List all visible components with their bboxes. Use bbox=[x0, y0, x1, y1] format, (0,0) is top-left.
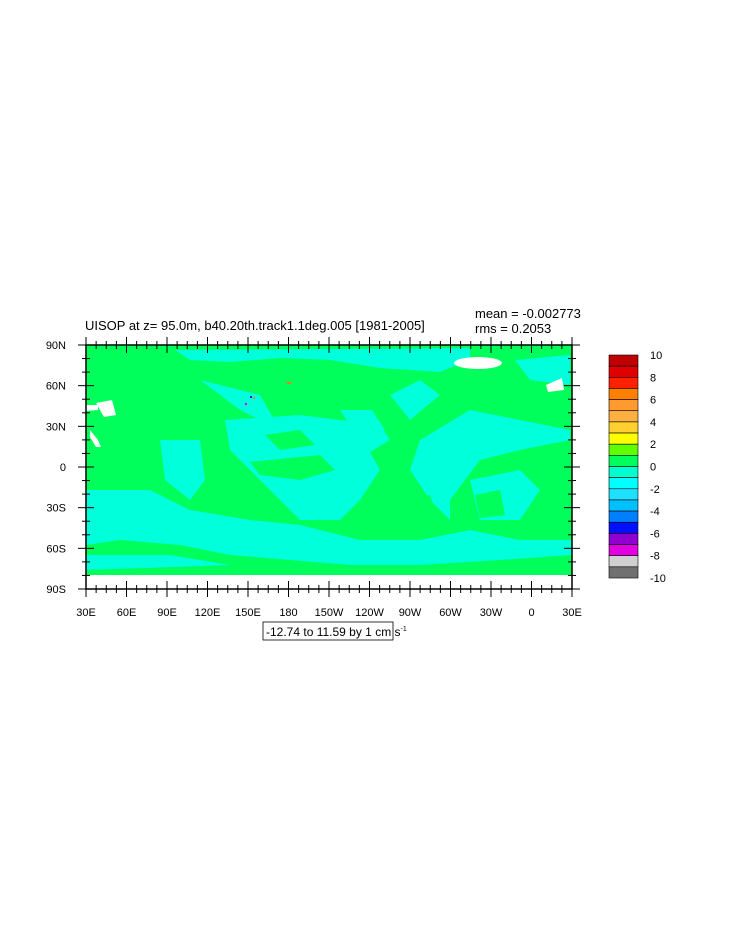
y-tick-label: 60S bbox=[46, 543, 66, 555]
colorbar-label: 4 bbox=[650, 417, 656, 429]
x-tick-label: 30W bbox=[480, 607, 503, 619]
positive-patches bbox=[250, 430, 505, 530]
colorbar-box bbox=[608, 376, 639, 389]
colorbar-label: -10 bbox=[650, 573, 666, 585]
colorbar-box bbox=[608, 555, 639, 568]
y-tick-label: 30S bbox=[46, 503, 66, 515]
colorbar-label: -2 bbox=[650, 484, 660, 496]
colorbar-box bbox=[608, 521, 639, 534]
mean-label: mean = -0.002773 bbox=[475, 306, 581, 321]
x-tick-label: 150W bbox=[315, 607, 344, 619]
y-tick-label: 90N bbox=[46, 340, 66, 352]
range-label-box bbox=[262, 621, 394, 641]
colorbar-label: 10 bbox=[650, 350, 662, 362]
colorbar-label: -6 bbox=[650, 528, 660, 540]
missing-regions bbox=[86, 357, 564, 447]
colorbar-label: 0 bbox=[650, 462, 656, 474]
extreme-points bbox=[245, 382, 291, 405]
colorbar-box bbox=[608, 354, 639, 367]
colorbar-label: -4 bbox=[650, 506, 660, 518]
colorbar-box bbox=[608, 466, 639, 478]
y-tick-label: 60N bbox=[46, 381, 66, 393]
colorbar-box bbox=[608, 488, 639, 501]
colorbar-box bbox=[608, 510, 639, 523]
x-tick-label: 60E bbox=[117, 607, 137, 619]
axis-ticks bbox=[78, 337, 580, 597]
rms-label: rms = 0.2053 bbox=[475, 321, 551, 336]
colorbar-label: 8 bbox=[650, 372, 656, 384]
y-tick-label: 0 bbox=[60, 462, 66, 474]
map-field bbox=[86, 345, 572, 589]
colorbar-box bbox=[608, 365, 639, 378]
negative-regions bbox=[86, 348, 572, 570]
y-axis-labels: 90N 60N 30N 0 30S 60S 90S bbox=[46, 340, 66, 596]
colorbar-label: -8 bbox=[650, 551, 660, 563]
colorbar-box bbox=[608, 566, 639, 579]
x-tick-label: 90E bbox=[157, 607, 177, 619]
colorbar-box bbox=[608, 533, 639, 545]
x-tick-label: 120W bbox=[355, 607, 384, 619]
x-tick-label: 90W bbox=[399, 607, 422, 619]
chart-title: UISOP at z= 95.0m, b40.20th.track1.1deg.… bbox=[85, 318, 425, 333]
colorbar-box bbox=[608, 544, 639, 556]
x-axis-labels: 30E 60E 90E 120E 150E 180 150W 120W 90W 60W 30W 0 30… bbox=[76, 607, 582, 619]
y-tick-label: 90S bbox=[46, 584, 66, 596]
colorbar-box bbox=[608, 410, 639, 423]
x-tick-label: 120E bbox=[195, 607, 221, 619]
colorbar-box bbox=[608, 388, 639, 400]
x-tick-label: 30E bbox=[76, 607, 96, 619]
colorbar-box bbox=[608, 499, 639, 512]
x-tick-label: 30E bbox=[562, 607, 582, 619]
colorbar-box bbox=[608, 399, 639, 412]
x-tick-label: 150E bbox=[235, 607, 261, 619]
colorbar-box bbox=[608, 432, 639, 445]
x-tick-label: 60W bbox=[439, 607, 462, 619]
colorbar-box bbox=[608, 455, 639, 467]
colorbar-label: 2 bbox=[650, 439, 656, 451]
x-tick-label: 180 bbox=[279, 607, 297, 619]
colorbar: 10 8 6 4 2 0 -2 -4 -6 -8 -10 bbox=[608, 350, 666, 585]
x-tick-label: 0 bbox=[528, 607, 534, 619]
range-label: -12.74 to 11.59 by 1 cm s-1 bbox=[266, 625, 407, 639]
colorbar-box bbox=[608, 477, 639, 490]
colorbar-box bbox=[608, 443, 639, 456]
y-tick-label: 30N bbox=[46, 421, 66, 433]
colorbar-label: 6 bbox=[650, 395, 656, 407]
colorbar-box bbox=[608, 421, 639, 434]
